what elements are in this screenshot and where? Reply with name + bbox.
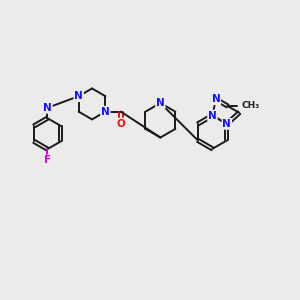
Text: O: O [116,118,125,128]
Text: N: N [74,91,83,101]
Text: F: F [44,155,51,165]
Text: N: N [43,103,52,113]
Text: N: N [212,94,220,104]
Text: CH₃: CH₃ [241,101,260,110]
Text: N: N [101,107,110,117]
Text: N: N [208,110,217,121]
Text: N: N [223,119,231,129]
Text: N: N [156,98,165,108]
